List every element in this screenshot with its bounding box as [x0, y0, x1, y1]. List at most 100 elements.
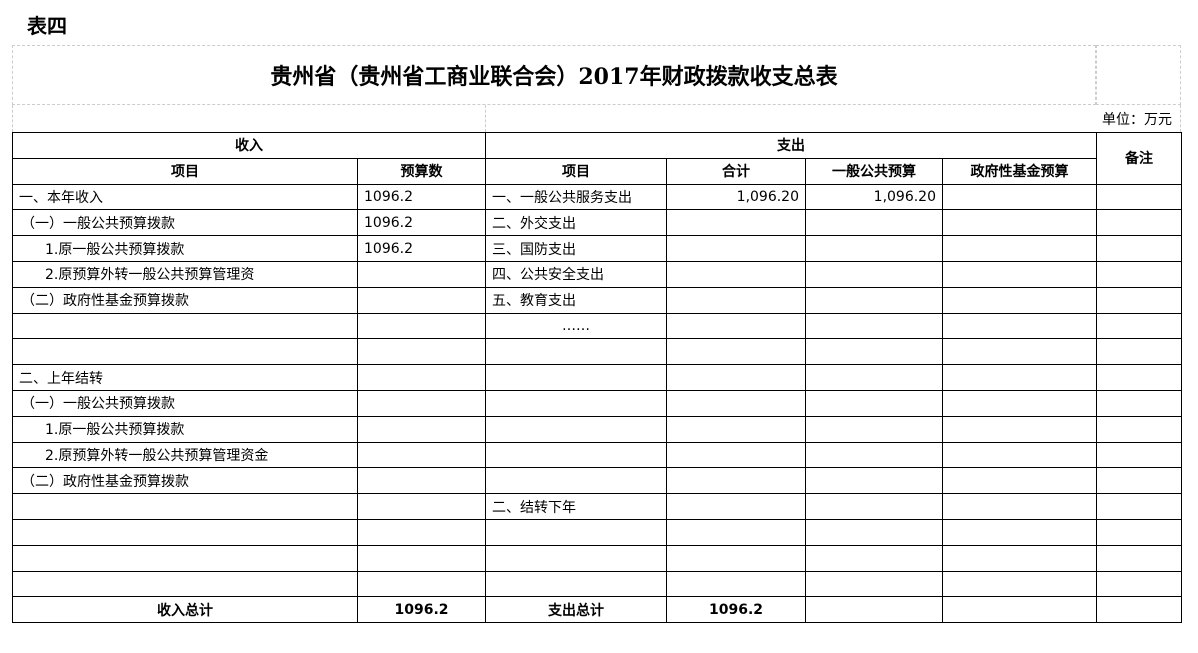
income-item-cell: （一）一般公共预算拨款: [12, 389, 358, 417]
expense-item-cell: [485, 467, 667, 495]
fund-budget-header: 政府性基金预算: [942, 157, 1097, 185]
remark-cell: [1096, 518, 1182, 546]
table-row: [12, 518, 1182, 546]
expense-general-cell: [805, 209, 943, 237]
table-row: 2.原预算外转一般公共预算管理资金: [12, 441, 1182, 469]
income-item-cell: [12, 544, 358, 572]
income-item-cell: [12, 338, 358, 366]
table-row: 1.原一般公共预算拨款: [12, 415, 1182, 443]
table-row: 1.原一般公共预算拨款 1096.2 三、国防支出: [12, 235, 1182, 262]
income-item-cell: 2.原预算外转一般公共预算管理资金: [12, 441, 358, 469]
expense-fund-cell: [942, 312, 1097, 340]
expense-total-cell: [666, 235, 806, 262]
remark-cell: [1096, 441, 1182, 469]
remark-cell: [1096, 338, 1182, 366]
expense-total-cell: [666, 518, 806, 546]
expense-header: 支出: [485, 132, 1097, 159]
expense-total-cell: [666, 312, 806, 340]
income-budget-cell: 1096.2: [357, 235, 486, 262]
income-budget-cell: [357, 338, 486, 366]
income-budget-cell: [357, 389, 486, 417]
expense-general-cell: [805, 286, 943, 314]
expense-general-cell: [805, 441, 943, 469]
expense-item-cell: 二、外交支出: [485, 209, 667, 237]
income-budget-cell: [357, 286, 486, 314]
remark-cell: [1096, 183, 1182, 211]
expense-fund-cell: [942, 183, 1097, 211]
table-row: [12, 544, 1182, 572]
expense-fund-cell: [942, 209, 1097, 237]
expense-fund-cell: [942, 286, 1097, 314]
expense-fund-cell: [942, 518, 1097, 546]
income-item-cell: [12, 570, 358, 598]
income-total-label: 收入总计: [12, 596, 358, 624]
expense-total-cell: [666, 209, 806, 237]
title-side-cell: [1096, 45, 1181, 105]
remark-cell: [1096, 570, 1182, 598]
expense-item-cell: 四、公共安全支出: [485, 260, 667, 288]
expense-general-cell: [805, 518, 943, 546]
unit-label: 单位：万元: [1102, 112, 1172, 128]
expense-item-cell: [485, 570, 667, 598]
unit-row: 单位：万元: [12, 105, 1181, 132]
income-total-value: 1096.2: [357, 596, 486, 624]
income-budget-cell: [357, 312, 486, 340]
expense-general-cell: [805, 364, 943, 391]
expense-total-cell: [666, 389, 806, 417]
expense-item-header: 项目: [485, 157, 667, 185]
cell: [805, 596, 943, 624]
remark-cell: [1096, 260, 1182, 288]
expense-item-cell: ……: [485, 312, 667, 340]
remark-cell: [1096, 235, 1182, 262]
remark-cell: [1096, 312, 1182, 340]
income-budget-cell: [357, 493, 486, 520]
expense-total-cell: [666, 338, 806, 366]
remark-cell: [1096, 467, 1182, 495]
income-budget-cell: 1096.2: [357, 183, 486, 211]
expense-total-cell: [666, 441, 806, 469]
income-item-cell: 一、本年收入: [12, 183, 358, 211]
income-item-cell: 1.原一般公共预算拨款: [12, 415, 358, 443]
income-item-cell: （一）一般公共预算拨款: [12, 209, 358, 237]
expense-total-value: 1096.2: [666, 596, 806, 624]
income-budget-cell: [357, 570, 486, 598]
expense-total-cell: [666, 415, 806, 443]
budget-header: 预算数: [357, 157, 486, 185]
expense-fund-cell: [942, 260, 1097, 288]
table-row: （一）一般公共预算拨款: [12, 389, 1182, 417]
expense-item-cell: [485, 441, 667, 469]
income-budget-cell: [357, 441, 486, 469]
table-row: [12, 338, 1182, 366]
cell: [1096, 596, 1182, 624]
income-header: 收入: [12, 132, 486, 159]
expense-fund-cell: [942, 235, 1097, 262]
expense-total-cell: [666, 544, 806, 572]
expense-total-cell: [666, 364, 806, 391]
page-title: 贵州省（贵州省工商业联合会）2017年财政拨款收支总表: [12, 45, 1096, 105]
remark-cell: [1096, 364, 1182, 391]
income-item-cell: [12, 493, 358, 520]
income-item-cell: 2.原预算外转一般公共预算管理资: [12, 260, 358, 288]
expense-item-cell: 五、教育支出: [485, 286, 667, 314]
remark-cell: [1096, 493, 1182, 520]
income-item-header: 项目: [12, 157, 358, 185]
expense-total-cell: [666, 467, 806, 495]
expense-fund-cell: [942, 415, 1097, 443]
expense-item-cell: 一、一般公共服务支出: [485, 183, 667, 211]
expense-fund-cell: [942, 493, 1097, 520]
expense-item-cell: [485, 544, 667, 572]
table-number-label: 表四: [27, 14, 67, 38]
expense-general-cell: [805, 570, 943, 598]
expense-general-cell: [805, 467, 943, 495]
income-budget-cell: [357, 467, 486, 495]
expense-fund-cell: [942, 364, 1097, 391]
expense-general-cell: [805, 260, 943, 288]
expense-general-cell: 1,096.20: [805, 183, 943, 211]
expense-item-cell: 二、结转下年: [485, 493, 667, 520]
expense-item-cell: [485, 364, 667, 391]
expense-general-cell: [805, 338, 943, 366]
expense-item-cell: 三、国防支出: [485, 235, 667, 262]
expense-fund-cell: [942, 338, 1097, 366]
expense-fund-cell: [942, 467, 1097, 495]
remark-header: 备注: [1096, 132, 1182, 185]
